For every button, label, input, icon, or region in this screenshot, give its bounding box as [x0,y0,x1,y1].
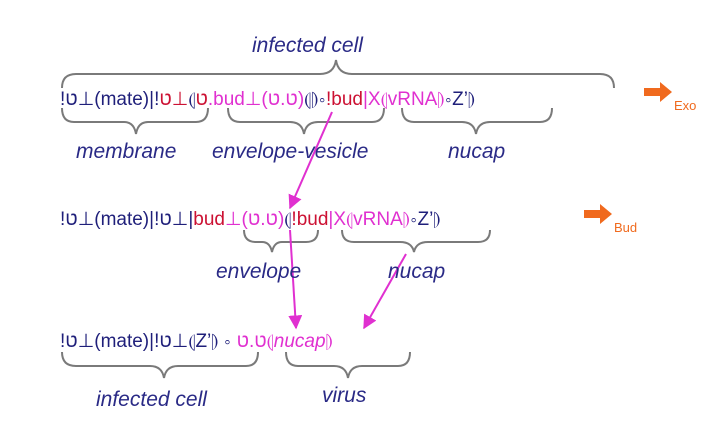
r2-part-3: ⊥(ט.ט) [224,209,285,230]
r1-part-9: ∘Z’⦈ [444,89,476,110]
r3-part-1: !ט⊥(mate)|!ט⊥⦇Z’⦈ ∘ [60,331,237,352]
label-membrane: membrane [76,140,177,163]
arrow-nucap-to-virus [363,253,407,330]
brace-virus [285,351,411,379]
brace-envelope [243,229,319,253]
brace-infected-cell-top [61,59,615,89]
r1-part-6: ⦇⦈∘ [304,89,327,110]
r1-part-2: ט⊥ [159,89,189,110]
r3-part-2: ט.ט⦇ [236,331,274,352]
label-virus: virus [322,384,367,407]
formula-row-2: !ט⊥(mate)|!ט⊥|bud⊥(ט.ט)⦇!bud|X⦇vRNA⦈∘Z’⦈ [60,208,440,231]
r2-part-7: ∘Z’⦈ [409,209,441,230]
arrow-envelope-to-virus [288,229,303,330]
brace-membrane [61,107,209,135]
r1-part-8: |X⦇vRNA⦈ [363,89,445,110]
r1-part-5: .bud⊥(ט.ט) [207,89,305,110]
orange-arrow-exo [644,82,672,102]
r2-part-5: !bud [291,209,329,230]
brace-envelope-vesicle [227,107,385,135]
label-envelope: envelope [216,260,302,283]
r1-part-4: ט [195,89,208,110]
r3-part-4: ⦈ [325,331,333,352]
label-infected-cell-bottom: infected cell [96,388,207,411]
arrow-envelope-to-bud [288,111,333,210]
r1-part-1: !ט⊥(mate)|! [60,89,160,110]
r2-part-6: |X⦇vRNA⦈ [328,209,410,230]
brace-nucap-1 [401,107,553,135]
label-nucap-1: nucap [448,140,506,163]
arrow-label-bud: Bud [614,220,638,235]
brace-infected-cell-bottom [61,351,259,379]
label-envelope-vesicle: envelope-vesicle [212,140,369,163]
r2-part-4: ⦇ [284,209,292,230]
formula-row-3: !ט⊥(mate)|!ט⊥⦇Z’⦈ ∘ ט.ט⦇nucap⦈ [60,330,333,353]
r1-part-3: ⦇ [188,89,196,110]
r2-part-1: !ט⊥(mate)|!ט⊥| [60,209,194,230]
orange-arrow-bud [584,204,612,224]
label-infected-cell-top: infected cell [252,34,363,57]
r3-part-3: nucap [273,331,326,352]
formula-row-1: !ט⊥(mate)|!ט⊥⦇ט.bud⊥(ט.ט)⦇⦈∘!bud|X⦇vRNA⦈… [60,88,475,111]
r2-part-2: bud [193,209,225,230]
r1-part-7: !bud [326,89,363,110]
brace-nucap-2 [341,229,491,253]
label-nucap-2: nucap [388,260,446,283]
arrow-label-exo: Exo [674,98,697,113]
